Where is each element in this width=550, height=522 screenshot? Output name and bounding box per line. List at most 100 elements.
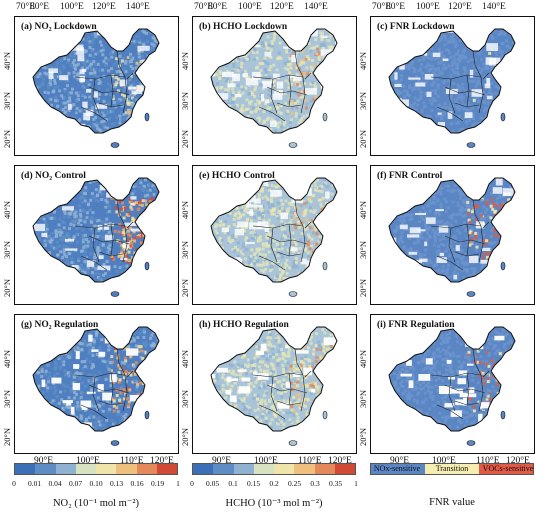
bottom-lon-label: 110°E — [120, 456, 144, 466]
map-panel-no2-lockdown: (a) NO₂ Lockdown — [14, 16, 179, 156]
china-map — [32, 28, 160, 148]
lat-label: 40°N — [2, 200, 12, 219]
hcho-colorbar-tick: 0.2 — [269, 479, 279, 488]
map-panel-hcho-lockdown: (b) HCHO Lockdown — [192, 16, 357, 156]
lat-label: 30°N — [180, 389, 190, 408]
lat-label: 20°N — [180, 129, 190, 148]
fnr-category-label: VOCs-sensitive — [482, 464, 534, 473]
fnr-colorbar-title: FNR value — [429, 497, 475, 508]
lat-label: 20°N — [2, 427, 12, 446]
map-panel-fnr-lockdown: (c) FNR Lockdown — [370, 16, 535, 156]
bottom-lon-label: 120°E — [150, 456, 174, 466]
lat-label: 30°N — [2, 91, 12, 110]
panel-title: (h) HCHO Regulation — [199, 320, 289, 330]
top-lon-label: 140°E — [482, 2, 506, 12]
top-lon-label: 100°E — [238, 2, 262, 12]
no2-colorbar-tick: 0.19 — [150, 479, 165, 488]
colorbar-swatch — [253, 464, 274, 474]
map-panel-no2-control: (d) NO₂ Control — [14, 165, 179, 305]
bottom-lon-label: 90°E — [34, 456, 54, 466]
top-lon-label: 120°E — [270, 2, 294, 12]
colorbar-swatch — [233, 464, 254, 474]
colorbar-swatch — [55, 464, 76, 474]
fnr-colorbar — [370, 463, 534, 475]
top-lon-label: 140°E — [304, 2, 328, 12]
bottom-lon-label: 110°E — [476, 456, 500, 466]
top-lon-label: 70°E — [16, 2, 36, 12]
hcho-colorbar-tick: 0.1 — [228, 479, 238, 488]
colorbar-swatch — [193, 464, 214, 474]
top-lon-label: 80°E — [386, 2, 406, 12]
panel-title: (i) FNR Regulation — [377, 320, 455, 330]
no2-colorbar — [14, 463, 178, 475]
colorbar-swatch — [75, 464, 96, 474]
panel-title: (c) FNR Lockdown — [377, 22, 455, 32]
hcho-colorbar-tick: 0.3 — [310, 479, 320, 488]
lat-label: 40°N — [180, 200, 190, 219]
panel-title: (a) NO₂ Lockdown — [21, 22, 97, 32]
lat-label: 30°N — [180, 240, 190, 259]
lat-label: 40°N — [180, 51, 190, 70]
hcho-colorbar-tick: 0.05 — [205, 479, 220, 488]
colorbar-swatch — [156, 464, 177, 474]
lat-label: 30°N — [358, 389, 368, 408]
china-map — [210, 28, 338, 148]
bottom-lon-label: 120°E — [506, 456, 530, 466]
top-lon-label: 120°E — [448, 2, 472, 12]
top-lon-label: 100°E — [60, 2, 84, 12]
lat-label: 30°N — [358, 240, 368, 259]
lat-label: 20°N — [358, 427, 368, 446]
colorbar-swatch — [371, 464, 425, 474]
lat-label: 20°N — [180, 427, 190, 446]
colorbar-swatch — [116, 464, 137, 474]
colorbar-swatch — [314, 464, 335, 474]
colorbar-swatch — [294, 464, 315, 474]
no2-colorbar-tick: 0.01 — [27, 479, 42, 488]
lat-label: 40°N — [358, 349, 368, 368]
map-panel-hcho-control: (e) HCHO Control — [192, 165, 357, 305]
china-map — [32, 326, 160, 446]
panel-title: (f) FNR Control — [377, 171, 443, 181]
lat-label: 40°N — [358, 51, 368, 70]
china-map — [388, 177, 516, 297]
colorbar-swatch — [213, 464, 234, 474]
top-lon-label: 80°E — [208, 2, 228, 12]
lat-label: 30°N — [358, 91, 368, 110]
fnr-category-label: Transition — [435, 464, 469, 473]
lat-label: 40°N — [2, 349, 12, 368]
hcho-colorbar-tick: 1 — [354, 479, 358, 488]
lat-label: 20°N — [358, 129, 368, 148]
top-lon-label: 80°E — [30, 2, 50, 12]
no2-colorbar-tick: 0.07 — [68, 479, 83, 488]
colorbar-swatch — [334, 464, 355, 474]
china-map — [210, 326, 338, 446]
colorbar-swatch — [425, 464, 479, 474]
lat-label: 30°N — [2, 389, 12, 408]
panel-title: (g) NO₂ Regulation — [21, 320, 99, 330]
bottom-lon-label: 90°E — [212, 456, 232, 466]
colorbar-swatch — [274, 464, 295, 474]
fnr-category-label: NOx-sensitive — [373, 464, 421, 473]
bottom-lon-label: 100°E — [432, 456, 456, 466]
no2-colorbar-tick: 0.04 — [48, 479, 62, 488]
colorbar-swatch — [15, 464, 36, 474]
bottom-lon-label: 90°E — [390, 456, 410, 466]
hcho-colorbar-tick: 0.35 — [328, 479, 343, 488]
panel-title: (e) HCHO Control — [199, 171, 275, 181]
no2-colorbar-tick: 0 — [12, 479, 16, 488]
lat-label: 20°N — [2, 129, 12, 148]
bottom-lon-label: 110°E — [298, 456, 322, 466]
hcho-colorbar-tick: 0.25 — [287, 479, 302, 488]
map-panel-fnr-regulation: (i) FNR Regulation — [370, 314, 535, 454]
no2-colorbar-title: NO₂ (10⁻¹ mol m⁻²) — [52, 498, 140, 509]
top-lon-label: 70°E — [194, 2, 214, 12]
no2-colorbar-tick: 0.16 — [130, 479, 144, 488]
panel-title: (b) HCHO Lockdown — [199, 22, 288, 32]
no2-colorbar-tick: 0.10 — [89, 479, 103, 488]
map-panel-no2-regulation: (g) NO₂ Regulation — [14, 314, 179, 454]
bottom-lon-label: 100°E — [76, 456, 100, 466]
lat-label: 20°N — [2, 278, 12, 297]
lat-label: 30°N — [2, 240, 12, 259]
top-lon-label: 70°E — [372, 2, 392, 12]
top-lon-label: 120°E — [92, 2, 116, 12]
